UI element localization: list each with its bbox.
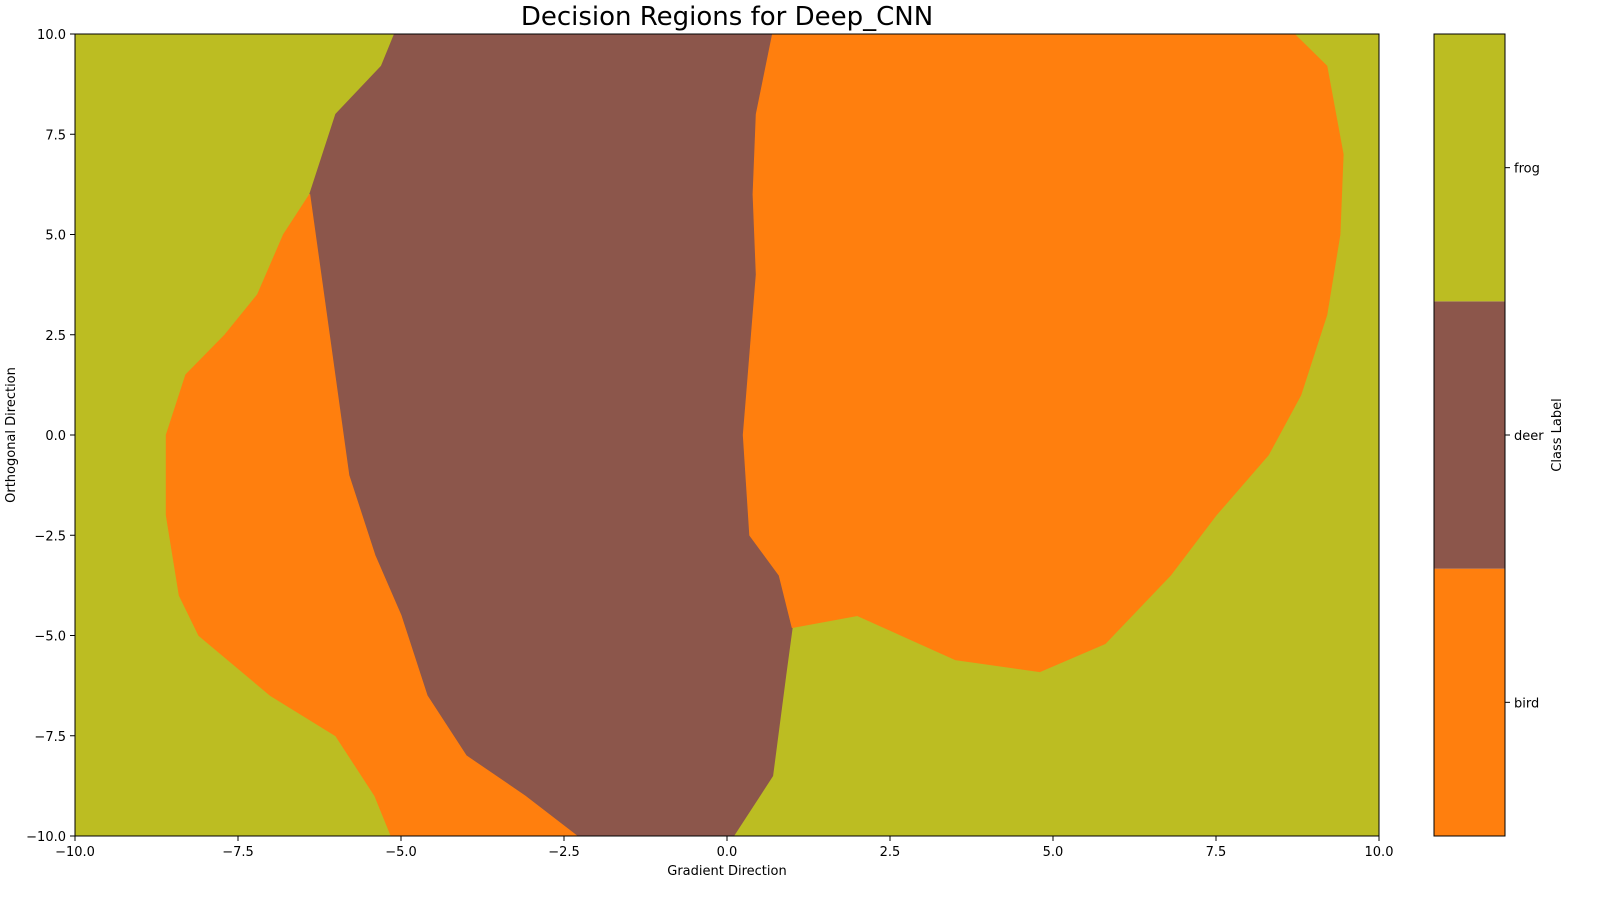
- y-tick-label: 2.5: [45, 329, 66, 344]
- colorbar-tick-label-bird: bird: [1514, 696, 1539, 711]
- x-tick-label: −2.5: [548, 845, 580, 860]
- colorbar-swatch-deer: [1434, 301, 1505, 569]
- y-tick-label: −5.0: [34, 630, 66, 645]
- colorbar: bird deer frog: [1433, 33, 1544, 837]
- region-bird-2: [742, 34, 1344, 673]
- x-tick-label: 10.0: [1365, 845, 1394, 860]
- colorbar-tick-label-frog: frog: [1514, 162, 1540, 177]
- y-axis-label: Orthogonal Direction: [4, 367, 19, 503]
- plot-area: [74, 33, 1380, 837]
- x-tick-label: −10.0: [55, 845, 95, 860]
- y-axis-ticks: −10.0 −7.5 −5.0 −2.5 0.0 2.5 5.0 7.5 10.0: [26, 28, 75, 845]
- x-tick-label: −5.0: [385, 845, 417, 860]
- x-axis-label: Gradient Direction: [667, 864, 786, 879]
- x-axis-ticks: −10.0 −7.5 −5.0 −2.5 0.0 2.5 5.0 7.5 10.0: [55, 836, 1393, 860]
- y-tick-label: −10.0: [26, 830, 66, 845]
- x-tick-label: 0.0: [717, 845, 738, 860]
- y-tick-label: 10.0: [37, 28, 66, 43]
- y-tick-label: −7.5: [34, 730, 66, 745]
- x-tick-label: 5.0: [1043, 845, 1064, 860]
- y-tick-label: 5.0: [45, 229, 66, 244]
- x-tick-label: 2.5: [880, 845, 901, 860]
- colorbar-tick-label-deer: deer: [1514, 429, 1544, 444]
- region-bird-1: [165, 193, 578, 836]
- x-tick-label: −7.5: [222, 845, 254, 860]
- y-tick-label: 0.0: [45, 429, 66, 444]
- colorbar-swatch-frog: [1434, 34, 1505, 302]
- colorbar-swatch-bird: [1434, 568, 1505, 836]
- x-tick-label: 7.5: [1206, 845, 1227, 860]
- y-tick-label: 7.5: [45, 128, 66, 143]
- chart-title: Decision Regions for Deep_CNN: [521, 2, 933, 32]
- y-tick-label: −2.5: [34, 529, 66, 544]
- colorbar-label: Class Label: [1550, 398, 1565, 471]
